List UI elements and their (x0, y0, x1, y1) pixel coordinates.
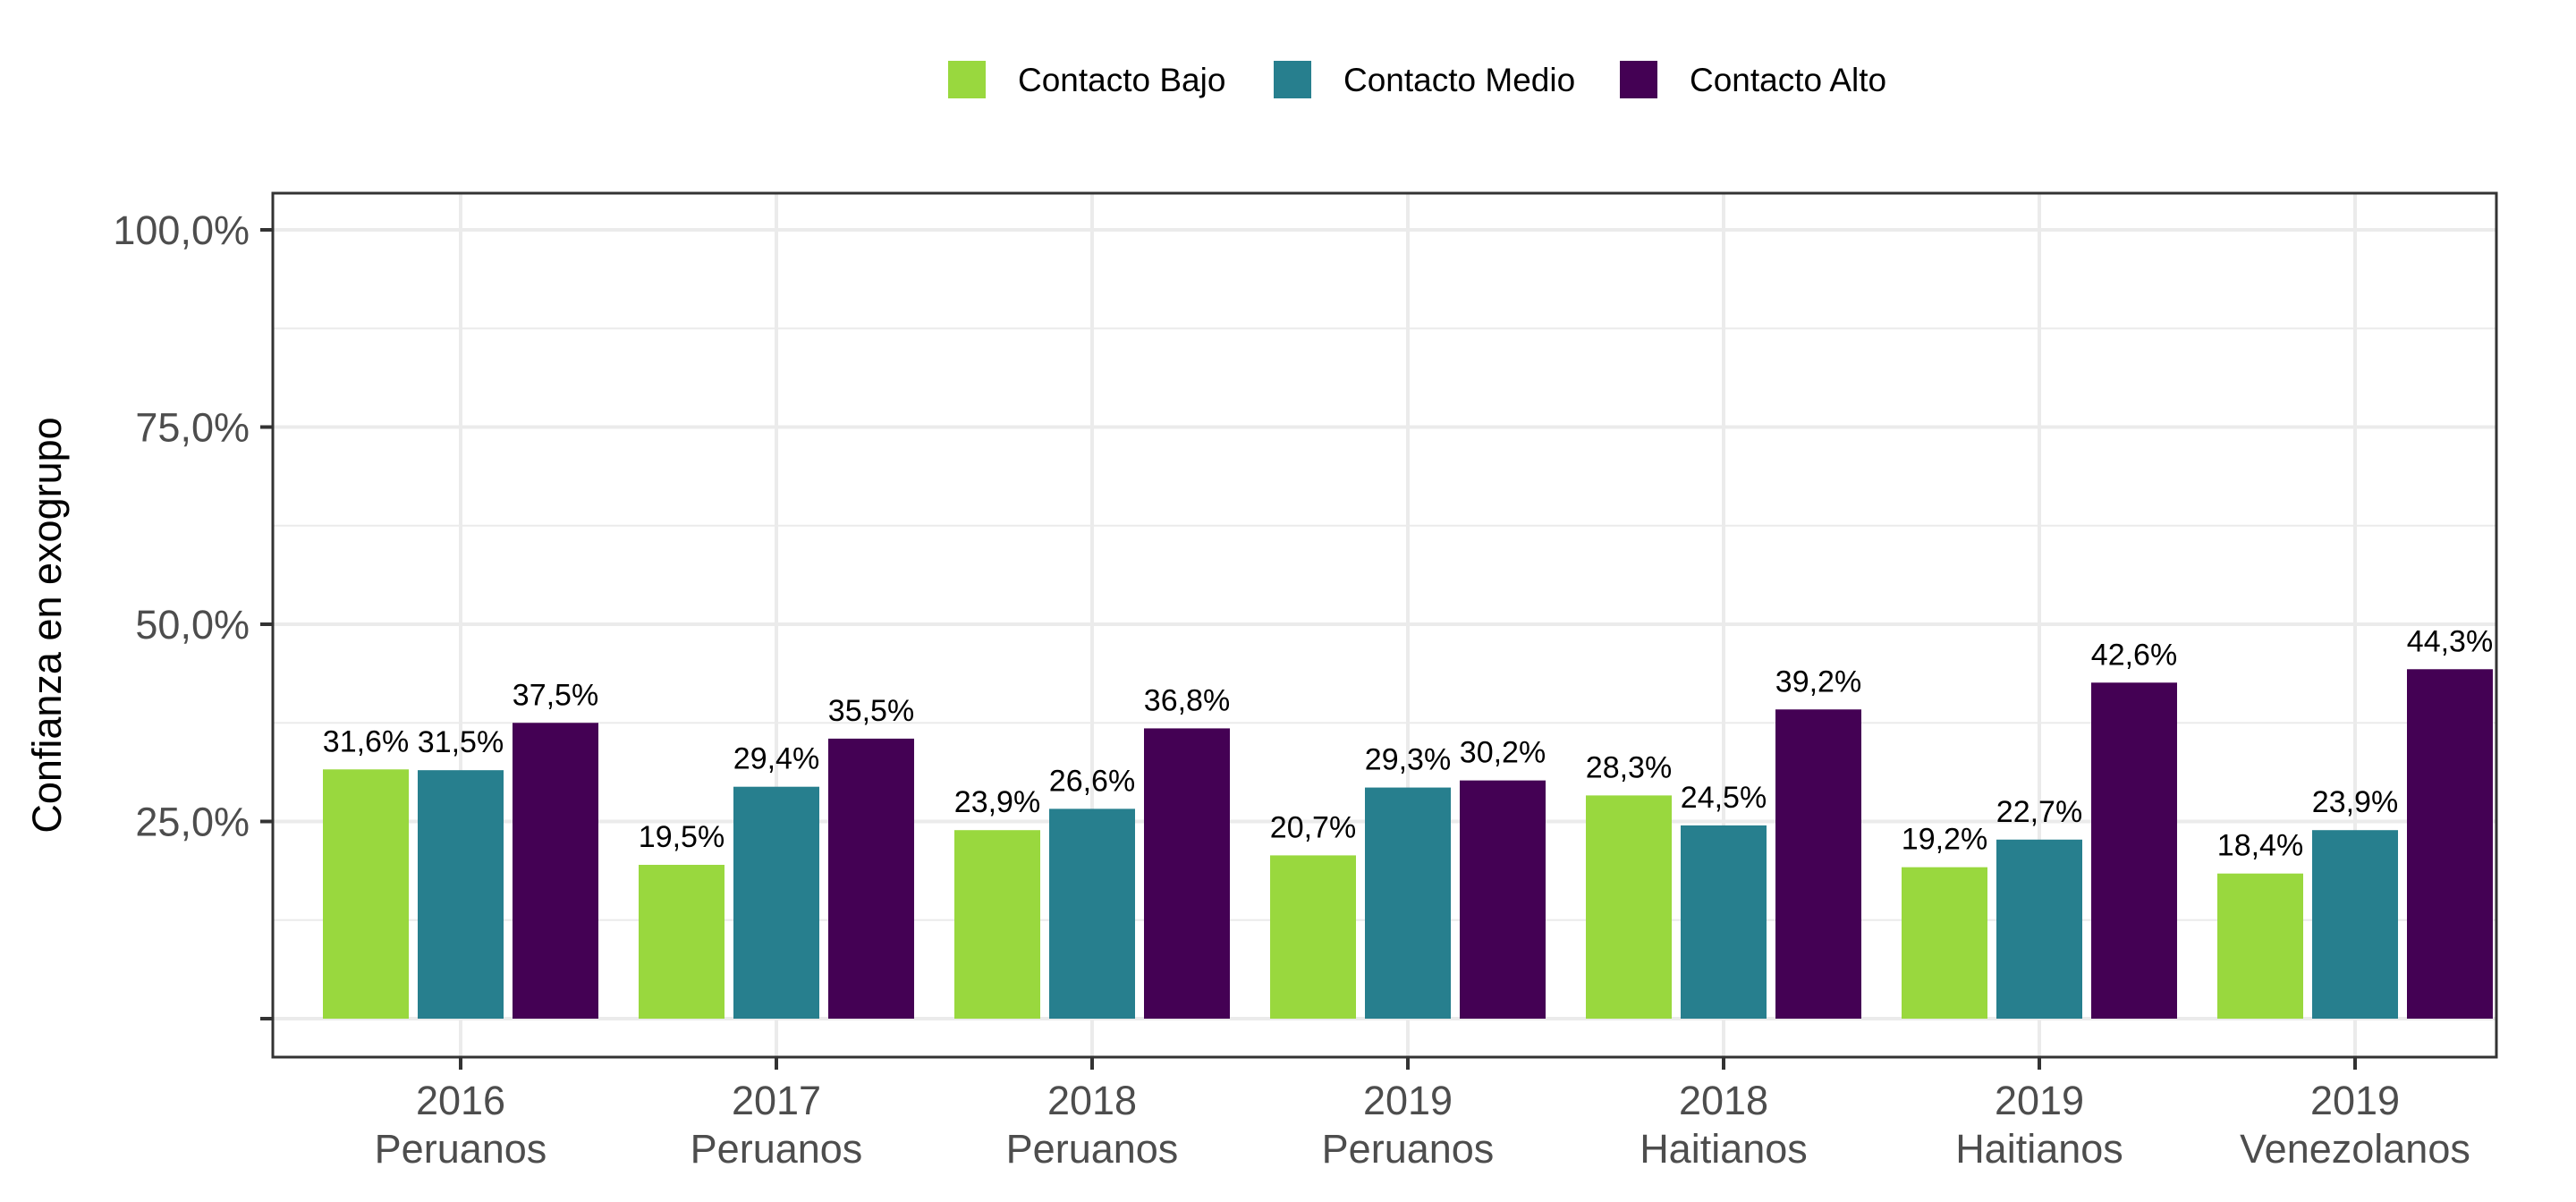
data-label-1-5: 22,7% (1996, 795, 2082, 829)
data-label-2-5: 42,6% (2091, 638, 2177, 672)
bar-0-4 (1586, 795, 1672, 1019)
data-label-1-4: 24,5% (1681, 781, 1767, 815)
data-label-2-3: 30,2% (1460, 736, 1546, 770)
x-tick-label-group-6: Venezolanos (2240, 1126, 2470, 1172)
bar-0-3 (1270, 855, 1356, 1019)
data-label-2-6: 44,3% (2407, 624, 2493, 658)
y-tick-label-0: 25,0% (135, 800, 250, 845)
bar-2-6 (2407, 669, 2493, 1019)
data-label-1-6: 23,9% (2312, 785, 2398, 819)
x-tick-label-year-4: 2018 (1679, 1078, 1768, 1123)
x-tick-label-year-6: 2019 (2310, 1078, 2400, 1123)
data-label-1-2: 26,6% (1049, 764, 1135, 798)
data-label-1-0: 31,5% (418, 725, 504, 759)
bar-2-3 (1460, 780, 1546, 1019)
data-label-0-0: 31,6% (323, 724, 409, 758)
y-tick-label-3: 100,0% (113, 207, 250, 253)
bar-1-1 (733, 786, 819, 1019)
x-tick-label-group-1: Peruanos (691, 1126, 863, 1172)
legend: Contacto Bajo Contacto Medio Contacto Alto (948, 61, 1886, 98)
x-tick-label-year-1: 2017 (732, 1078, 821, 1123)
data-label-0-5: 19,2% (1902, 823, 1987, 857)
x-tick-label-group-2: Peruanos (1006, 1126, 1179, 1172)
bar-0-6 (2217, 873, 2303, 1019)
bar-1-3 (1365, 787, 1451, 1019)
data-label-0-1: 19,5% (639, 820, 724, 854)
bar-1-4 (1681, 825, 1767, 1019)
bar-1-0 (418, 770, 504, 1019)
data-label-2-1: 35,5% (828, 694, 914, 728)
bar-0-2 (954, 830, 1040, 1019)
x-tick-label-group-0: Peruanos (375, 1126, 547, 1172)
data-label-0-6: 18,4% (2217, 829, 2303, 863)
x-tick-label-group-3: Peruanos (1322, 1126, 1495, 1172)
legend-label-2: Contacto Alto (1690, 62, 1886, 98)
data-label-1-3: 29,3% (1365, 743, 1451, 777)
x-tick-label-year-3: 2019 (1363, 1078, 1453, 1123)
x-tick-label-group-5: Haitianos (1955, 1126, 2123, 1172)
bar-0-1 (639, 865, 724, 1019)
data-label-0-2: 23,9% (954, 785, 1040, 819)
bar-2-5 (2091, 682, 2177, 1019)
bar-2-0 (513, 723, 598, 1019)
bar-2-4 (1775, 709, 1861, 1019)
legend-label-0: Contacto Bajo (1018, 62, 1225, 98)
bar-2-1 (828, 738, 914, 1019)
y-tick-label-1: 50,0% (135, 602, 250, 648)
data-label-2-2: 36,8% (1144, 683, 1230, 717)
legend-key-0 (948, 61, 986, 98)
bar-1-2 (1049, 808, 1135, 1019)
x-tick-label-year-2: 2018 (1047, 1078, 1137, 1123)
data-label-1-1: 29,4% (733, 742, 819, 776)
x-tick-label-group-4: Haitianos (1640, 1126, 1808, 1172)
bar-1-6 (2312, 830, 2398, 1019)
bar-0-5 (1902, 867, 1987, 1019)
x-axis: 2016Peruanos2017Peruanos2018Peruanos2019… (375, 1057, 2470, 1172)
bars (323, 669, 2493, 1019)
data-label-2-4: 39,2% (1775, 664, 1861, 698)
data-label-2-0: 37,5% (513, 678, 598, 712)
data-labels: 31,6% 19,5% 23,9% 20,7% 28,3% 19,2% 18,4% 31,5%… (323, 624, 2493, 862)
bar-1-5 (1996, 839, 2082, 1019)
y-tick-label-2: 75,0% (135, 405, 250, 451)
data-label-0-4: 28,3% (1586, 750, 1672, 784)
x-tick-label-year-0: 2016 (416, 1078, 505, 1123)
y-axis: 25,0% 50,0% 75,0% 100,0% (113, 207, 273, 1020)
bar-2-2 (1144, 728, 1230, 1019)
y-axis-label: Confianza en exogrupo (24, 417, 70, 833)
legend-label-1: Contacto Medio (1343, 62, 1575, 98)
legend-key-1 (1274, 61, 1311, 98)
legend-key-2 (1620, 61, 1657, 98)
data-label-0-3: 20,7% (1270, 810, 1356, 844)
bar-0-0 (323, 769, 409, 1019)
x-tick-label-year-5: 2019 (1995, 1078, 2084, 1123)
